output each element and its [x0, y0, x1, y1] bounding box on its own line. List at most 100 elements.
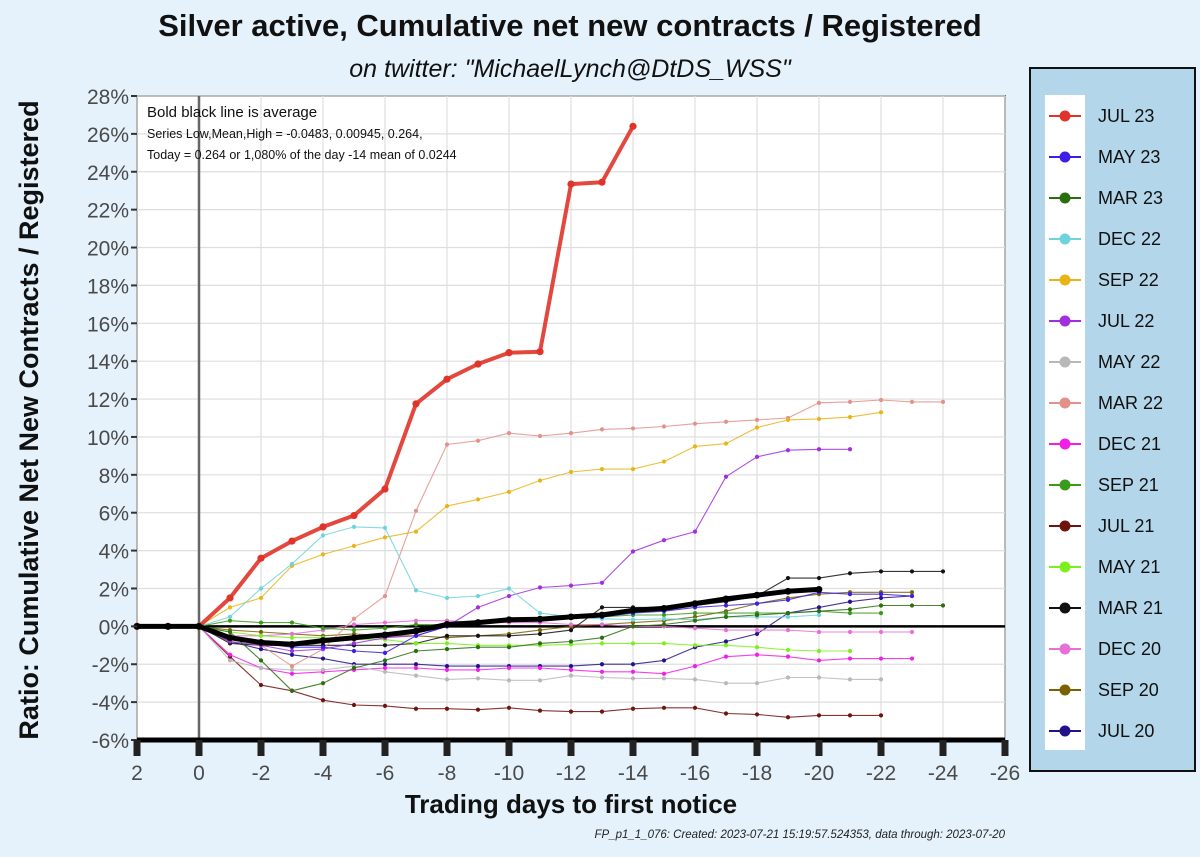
- legend-item-may-23: MAY 23: [1049, 147, 1160, 167]
- legend-item-sep-20: SEP 20: [1049, 680, 1159, 700]
- x-tick-mark: [505, 740, 513, 756]
- chart-subtitle: on twitter: "MichaelLynch@DtDS_WSS": [349, 55, 792, 83]
- data-point-may-23: [878, 592, 884, 597]
- data-point-dec-21: [599, 669, 605, 674]
- data-point-may-22: [568, 673, 574, 678]
- data-point-dec-22: [537, 610, 543, 616]
- data-point-sep-21: [320, 626, 326, 631]
- legend-swatch-dot: [1059, 274, 1071, 286]
- y-tick-label: 28%: [87, 86, 129, 109]
- data-point-may-21: [723, 643, 729, 648]
- data-point-jul-22: [785, 448, 791, 453]
- legend-swatch-dot: [1059, 233, 1071, 245]
- data-point-sep-21: [351, 628, 357, 633]
- y-tick-label: 0%: [99, 616, 129, 639]
- legend-item-jul-22: JUL 22: [1049, 311, 1154, 331]
- data-point-sep-20: [258, 629, 264, 635]
- x-tick-mark: [939, 740, 947, 756]
- data-point-jul-23: [536, 348, 544, 356]
- data-point-jul-20: [258, 646, 264, 652]
- x-tick-mark: [257, 740, 265, 756]
- average-point: [226, 634, 234, 642]
- data-point-mar-23: [475, 645, 481, 650]
- data-point-dec-20: [816, 629, 822, 635]
- y-tick-label: -4%: [92, 692, 129, 715]
- x-tick-label: 2: [131, 762, 143, 785]
- data-point-jul-21: [382, 703, 388, 709]
- legend-item-sep-21: SEP 21: [1049, 475, 1159, 495]
- data-point-jul-20: [661, 658, 667, 663]
- data-point-mar-22: [413, 508, 419, 513]
- data-point-mar-22: [351, 616, 357, 621]
- data-point-jul-21: [754, 712, 760, 717]
- data-point-mar-22: [723, 419, 729, 424]
- data-point-dec-22: [351, 524, 357, 530]
- data-point-sep-22: [785, 417, 791, 422]
- data-point-may-22: [506, 678, 512, 683]
- data-point-sep-22: [475, 497, 481, 502]
- data-point-dec-21: [475, 667, 481, 673]
- data-point-mar-23: [909, 603, 915, 608]
- data-point-mar-23: [258, 658, 264, 663]
- x-tick-label: -16: [680, 762, 710, 785]
- data-point-may-22: [599, 675, 605, 680]
- data-point-jul-23: [443, 375, 451, 383]
- data-point-dec-22: [661, 616, 667, 621]
- data-point-mar-23: [630, 624, 636, 629]
- data-point-dec-21: [444, 667, 450, 673]
- data-point-sep-21: [258, 620, 264, 625]
- data-point-jul-22: [661, 538, 667, 543]
- data-point-mar-22: [382, 593, 388, 599]
- data-point-mar-22: [878, 397, 884, 403]
- y-tick-label: 14%: [87, 351, 129, 374]
- data-point-jul-20: [630, 662, 636, 667]
- data-point-dec-20: [568, 622, 574, 627]
- data-point-jul-21: [351, 702, 357, 708]
- y-axis-label: Ratio: Cumulative Net New Contracts / Re…: [14, 100, 44, 739]
- data-point-dec-20: [785, 628, 791, 633]
- data-point-mar-23: [754, 612, 760, 618]
- data-point-may-23: [785, 597, 791, 602]
- average-point: [505, 616, 513, 624]
- series-line-dec-21: [198, 625, 912, 675]
- data-point-jul-23: [350, 511, 358, 520]
- data-point-may-23: [909, 593, 915, 599]
- legend-label: MAY 23: [1098, 147, 1160, 167]
- data-point-sep-21: [382, 626, 388, 631]
- average-point: [381, 631, 389, 639]
- data-point-mar-23: [785, 610, 791, 616]
- data-point-jul-22: [754, 454, 760, 459]
- data-point-sep-20: [537, 628, 543, 633]
- data-point-dec-20: [878, 629, 884, 635]
- average-point: [412, 627, 420, 635]
- average-point: [350, 634, 358, 642]
- x-tick-mark: [195, 740, 203, 756]
- data-point-jul-20: [444, 664, 450, 669]
- legend-swatch-dot: [1059, 643, 1071, 655]
- data-point-sep-21: [413, 622, 419, 627]
- data-point-dec-21: [878, 656, 884, 661]
- average-layer: [133, 586, 823, 648]
- data-point-mar-23: [599, 635, 605, 640]
- legend-item-mar-23: MAR 23: [1049, 188, 1163, 208]
- series-line-jul-22: [198, 448, 850, 652]
- data-point-mar-22: [692, 421, 698, 426]
- data-point-sep-22: [630, 467, 636, 472]
- data-point-sep-21: [723, 610, 729, 616]
- data-point-dec-22: [475, 593, 481, 599]
- data-point-mar-22: [289, 664, 295, 669]
- data-point-sep-21: [847, 610, 853, 616]
- data-point-sep-22: [444, 503, 450, 509]
- data-point-dec-21: [630, 669, 636, 674]
- data-point-mar-21: [816, 575, 822, 581]
- legend-swatch-dot: [1059, 725, 1071, 737]
- data-point-mar-21: [382, 643, 388, 648]
- average-point: [629, 606, 637, 614]
- series-line-dec-20: [198, 620, 912, 637]
- data-point-mar-21: [475, 633, 481, 638]
- legend-label: MAR 22: [1098, 393, 1163, 413]
- x-tick-mark: [443, 740, 451, 756]
- data-point-dec-22: [816, 612, 822, 618]
- legend-inner: [1045, 95, 1085, 750]
